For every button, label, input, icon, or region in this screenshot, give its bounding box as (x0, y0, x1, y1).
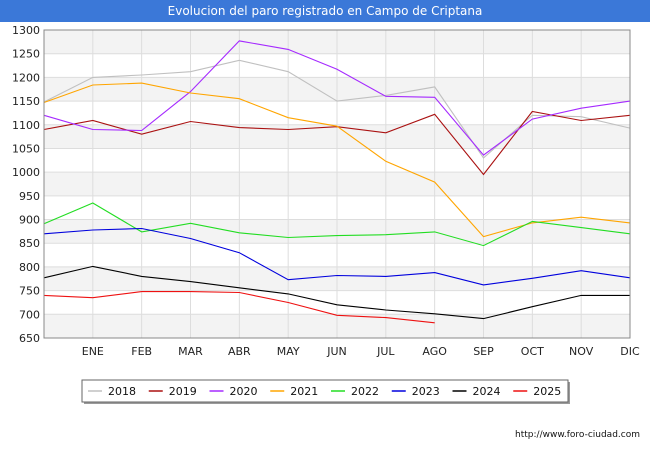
y-tick-label: 700 (19, 308, 40, 321)
legend-label-2020: 2020 (230, 385, 258, 398)
x-tick-label: JUL (376, 345, 395, 358)
y-tick-label: 1200 (12, 71, 40, 84)
series-line-2021 (43, 82, 631, 238)
legend-label-2024: 2024 (473, 385, 501, 398)
y-tick-label: 1250 (12, 48, 40, 61)
legend-label-2023: 2023 (412, 385, 440, 398)
y-tick-label: 1000 (12, 166, 40, 179)
x-tick-label: JUN (326, 345, 347, 358)
series-line-2022 (43, 202, 631, 247)
title-bar (0, 0, 650, 22)
y-tick-label: 750 (19, 285, 40, 298)
x-tick-label: DIC (620, 345, 640, 358)
y-tick-label: 1300 (12, 24, 40, 37)
legend-label-2022: 2022 (351, 385, 379, 398)
legend-label-2018: 2018 (108, 385, 136, 398)
x-tick-label: ABR (228, 345, 251, 358)
y-tick-label: 1150 (12, 95, 40, 108)
x-tick-label: AGO (422, 345, 447, 358)
x-tick-label: NOV (569, 345, 594, 358)
y-tick-label: 1050 (12, 142, 40, 155)
legend-box (81, 379, 569, 403)
x-tick-label: MAY (277, 345, 300, 358)
x-axis-ticks: ENE FEB MAR ABR MAY JUN JUL AGO SEP OCT NOV DIC (82, 345, 640, 358)
legend-label-2021: 2021 (290, 385, 318, 398)
legend-label-2025: 2025 (533, 385, 561, 398)
chart-title: Evolucion del paro registrado en Campo d… (168, 4, 483, 18)
x-tick-label: SEP (473, 345, 494, 358)
series-line-2025 (43, 291, 435, 324)
x-tick-label: MAR (178, 345, 203, 358)
y-tick-label: 650 (19, 332, 40, 345)
x-tick-label: OCT (521, 345, 544, 358)
plot-frame (43, 29, 631, 339)
source-url: http://www.foro-ciudad.com (515, 430, 640, 440)
series-line-2020 (43, 40, 631, 156)
y-tick-label: 1100 (12, 119, 40, 132)
legend: 2018 2019 2020 2021 2022 2023 2024 2025 (81, 379, 570, 404)
y-tick-label: 800 (19, 261, 40, 274)
legend-label-2019: 2019 (169, 385, 197, 398)
y-tick-label: 950 (19, 190, 40, 203)
series-line-2018 (43, 59, 631, 159)
series-lines (43, 40, 631, 324)
y-tick-label: 850 (19, 237, 40, 250)
series-line-2023 (43, 227, 631, 286)
series-line-2024 (43, 265, 630, 320)
x-tick-label: ENE (82, 345, 104, 358)
y-axis-ticks: 650 700 750 800 850 900 950 1000 1050 1100 1150 120… (12, 24, 40, 345)
y-tick-label: 900 (19, 214, 40, 227)
x-tick-label: FEB (131, 345, 152, 358)
